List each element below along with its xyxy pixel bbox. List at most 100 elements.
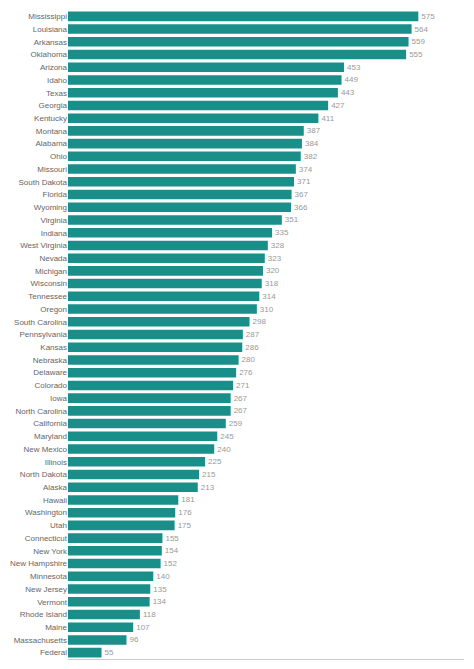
- svg-text:Arizona: Arizona: [40, 63, 68, 72]
- svg-text:286: 286: [245, 343, 259, 352]
- svg-text:Missouri: Missouri: [37, 165, 67, 174]
- svg-text:287: 287: [246, 330, 260, 339]
- svg-text:Georgia: Georgia: [39, 101, 68, 110]
- svg-text:320: 320: [266, 266, 280, 275]
- svg-text:Pennsylvania: Pennsylvania: [19, 330, 67, 339]
- svg-text:280: 280: [242, 355, 256, 364]
- svg-text:Nevada: Nevada: [39, 254, 67, 263]
- svg-text:310: 310: [260, 305, 274, 314]
- svg-text:Maryland: Maryland: [34, 432, 67, 441]
- svg-text:Vermont: Vermont: [37, 598, 68, 607]
- svg-text:Ohio: Ohio: [50, 152, 67, 161]
- svg-text:215: 215: [202, 470, 216, 479]
- svg-text:575: 575: [421, 12, 435, 21]
- svg-text:107: 107: [136, 623, 150, 632]
- svg-text:Wyoming: Wyoming: [34, 203, 67, 212]
- svg-text:Tennessee: Tennessee: [28, 292, 67, 301]
- svg-text:Federal: Federal: [40, 648, 67, 657]
- svg-text:Minnesota: Minnesota: [30, 572, 67, 581]
- svg-text:Michigan: Michigan: [35, 267, 67, 276]
- svg-text:335: 335: [275, 228, 289, 237]
- svg-text:175: 175: [178, 521, 192, 530]
- svg-text:West Virginia: West Virginia: [20, 241, 67, 250]
- svg-text:Montana: Montana: [36, 127, 68, 136]
- svg-text:Virginia: Virginia: [40, 216, 67, 225]
- svg-text:213: 213: [201, 483, 215, 492]
- svg-text:367: 367: [295, 190, 309, 199]
- svg-text:118: 118: [143, 610, 156, 619]
- svg-text:140: 140: [156, 572, 170, 581]
- svg-text:Kentucky: Kentucky: [34, 114, 67, 123]
- svg-text:Oregon: Oregon: [40, 305, 67, 314]
- svg-text:California: California: [33, 419, 67, 428]
- svg-text:Rhode Island: Rhode Island: [20, 610, 67, 619]
- svg-text:Arkansas: Arkansas: [34, 38, 67, 47]
- svg-text:Wisconsin: Wisconsin: [31, 279, 67, 288]
- svg-text:259: 259: [229, 419, 243, 428]
- svg-text:564: 564: [415, 25, 429, 34]
- svg-text:Alabama: Alabama: [35, 139, 67, 148]
- svg-text:267: 267: [234, 394, 248, 403]
- svg-text:New York: New York: [33, 547, 68, 556]
- svg-text:267: 267: [234, 406, 248, 415]
- svg-text:323: 323: [268, 254, 282, 263]
- svg-text:443: 443: [341, 88, 355, 97]
- svg-text:384: 384: [305, 139, 319, 148]
- svg-text:318: 318: [265, 279, 279, 288]
- svg-text:559: 559: [412, 37, 426, 46]
- svg-text:Alaska: Alaska: [43, 483, 68, 492]
- svg-text:449: 449: [345, 75, 359, 84]
- svg-text:Utah: Utah: [50, 521, 67, 530]
- svg-text:Iowa: Iowa: [50, 394, 67, 403]
- svg-text:Washington: Washington: [25, 508, 67, 517]
- svg-text:276: 276: [239, 368, 253, 377]
- svg-text:314: 314: [262, 292, 276, 301]
- svg-text:245: 245: [220, 432, 234, 441]
- svg-text:Hawaii: Hawaii: [43, 496, 67, 505]
- svg-text:Nebraska: Nebraska: [33, 356, 68, 365]
- svg-text:351: 351: [285, 215, 299, 224]
- svg-text:240: 240: [217, 445, 231, 454]
- svg-text:North Dakota: North Dakota: [20, 470, 68, 479]
- svg-text:328: 328: [271, 241, 285, 250]
- svg-text:555: 555: [409, 50, 423, 59]
- svg-text:225: 225: [208, 457, 222, 466]
- svg-text:Idaho: Idaho: [47, 76, 68, 85]
- svg-text:371: 371: [297, 177, 311, 186]
- svg-text:Florida: Florida: [43, 190, 68, 199]
- svg-text:Colorado: Colorado: [35, 381, 68, 390]
- svg-text:96: 96: [129, 635, 138, 644]
- svg-text:Delaware: Delaware: [33, 368, 67, 377]
- svg-text:427: 427: [331, 101, 345, 110]
- svg-text:411: 411: [321, 114, 334, 123]
- svg-text:Illinois: Illinois: [45, 458, 67, 467]
- svg-text:298: 298: [253, 317, 267, 326]
- svg-text:Mississippi: Mississippi: [28, 12, 67, 21]
- svg-text:152: 152: [164, 559, 178, 568]
- svg-text:Massachusetts: Massachusetts: [14, 636, 67, 645]
- svg-text:382: 382: [304, 152, 318, 161]
- svg-text:155: 155: [165, 534, 179, 543]
- svg-text:387: 387: [307, 126, 321, 135]
- svg-text:374: 374: [299, 165, 313, 174]
- svg-text:Kansas: Kansas: [40, 343, 67, 352]
- svg-text:154: 154: [165, 546, 179, 555]
- svg-text:Oklahoma: Oklahoma: [31, 50, 68, 59]
- svg-text:New Jersey: New Jersey: [25, 585, 67, 594]
- svg-text:South Dakota: South Dakota: [19, 178, 68, 187]
- svg-text:453: 453: [347, 63, 361, 72]
- svg-text:Connecticut: Connecticut: [25, 534, 68, 543]
- svg-text:176: 176: [178, 508, 192, 517]
- svg-text:271: 271: [236, 381, 250, 390]
- svg-text:366: 366: [294, 203, 308, 212]
- svg-text:North Carolina: North Carolina: [15, 407, 67, 416]
- svg-text:Indiana: Indiana: [41, 229, 68, 238]
- svg-text:55: 55: [105, 648, 114, 657]
- svg-text:Texas: Texas: [46, 89, 67, 98]
- svg-text:134: 134: [153, 597, 167, 606]
- svg-text:Louisiana: Louisiana: [33, 25, 68, 34]
- svg-text:135: 135: [153, 585, 167, 594]
- svg-text:New Hampshire: New Hampshire: [10, 559, 67, 568]
- svg-text:New Mexico: New Mexico: [23, 445, 67, 454]
- svg-text:Maine: Maine: [45, 623, 67, 632]
